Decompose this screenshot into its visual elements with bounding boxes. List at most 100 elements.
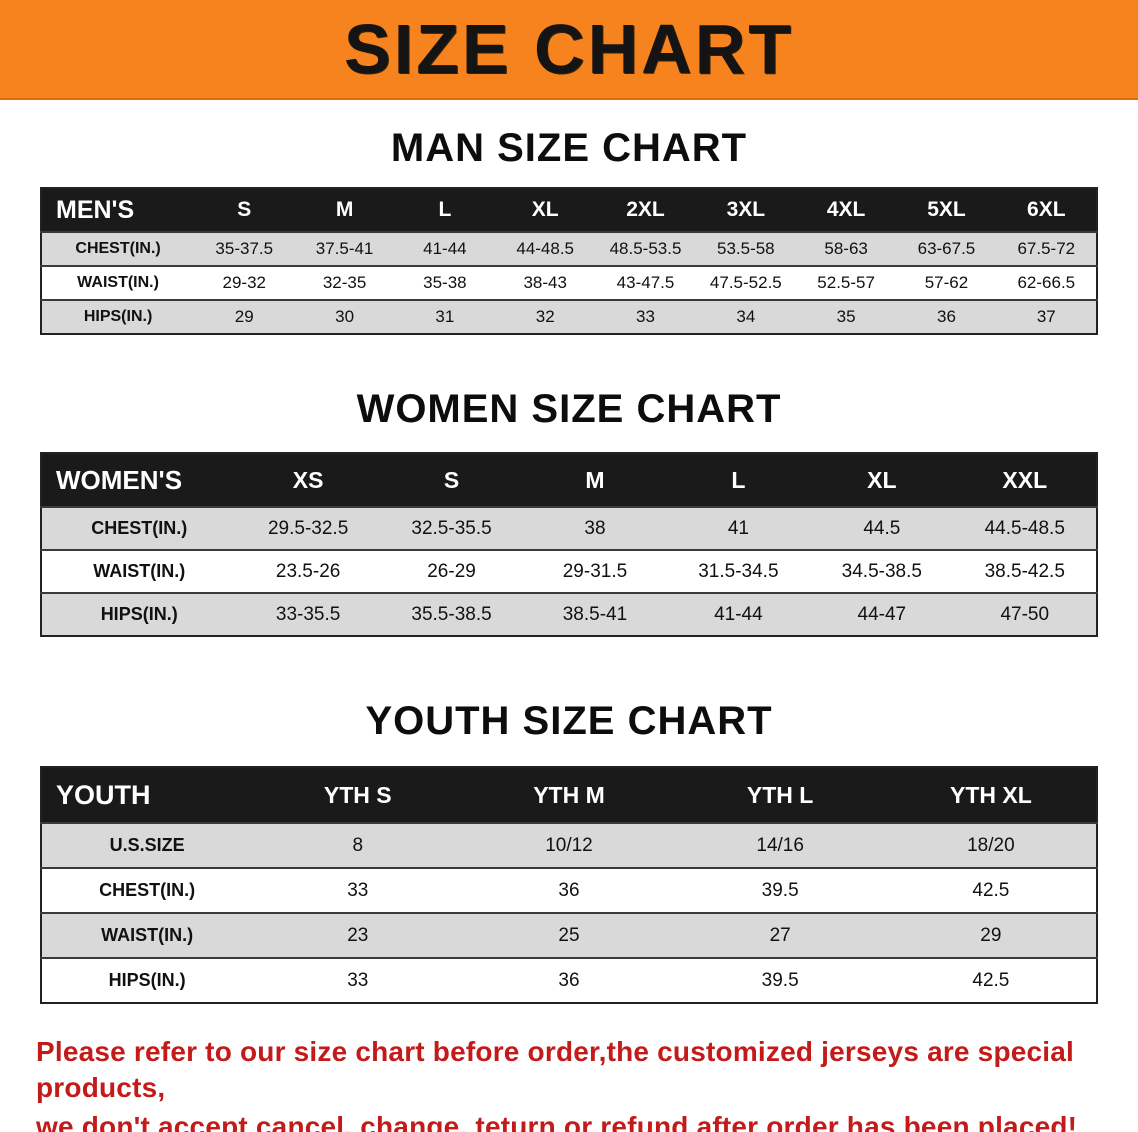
women-section-heading: WOMEN SIZE CHART [356,387,782,431]
size-value-cell: 36 [463,957,675,1003]
size-column-header: YTH L [674,767,886,823]
section-youth: YOUTH SIZE CHART YOUTH YTH S YTH M YTH L YTH… [0,637,1138,1004]
row-label: CHEST(IN.) [41,231,195,266]
size-column-header: YTH S [252,767,464,823]
size-value-cell: 29 [194,299,295,334]
men-size-table-wrap: MEN'S S M L XL 2XL 3XL 4XL 5XL 6XL CHEST(IN.) 35-37… [40,187,1098,335]
size-value-cell: 42.5 [885,867,1097,913]
size-column-header: XL [495,188,596,232]
size-value-cell: 36 [896,299,997,334]
row-label: HIPS(IN.) [41,592,237,636]
table-row: CHEST(IN.) 29.5-32.5 32.5-35.5 38 41 44.5 44.5… [41,506,1097,550]
disclaimer: Please refer to our size chart before or… [0,1034,1138,1132]
size-value-cell: 35 [795,299,897,334]
section-men: MAN SIZE CHART MEN'S S M L XL 2XL 3XL 4XL 5XL 6XL… [0,100,1138,335]
size-value-cell: 35-37.5 [194,231,295,266]
size-column-header: M [523,453,667,507]
banner: SIZE CHART [0,0,1138,100]
size-column-header: 4XL [795,188,897,232]
size-value-cell: 41-44 [666,592,811,636]
table-row: WAIST(IN.) 23.5-26 26-29 29-31.5 31.5-34.5 34… [41,549,1097,593]
row-label: WAIST(IN.) [41,549,237,593]
table-row: HIPS(IN.) 33 36 39.5 42.5 [41,957,1097,1003]
size-column-header: XL [810,453,954,507]
size-column-header: XS [236,453,380,507]
size-value-cell: 62-66.5 [996,265,1097,300]
size-value-cell: 23 [252,912,464,958]
size-value-cell: 63-67.5 [896,231,997,266]
size-column-header: L [666,453,811,507]
size-value-cell: 33 [252,867,464,913]
size-value-cell: 32.5-35.5 [379,506,524,550]
table-row: HIPS(IN.) 29 30 31 32 33 34 35 36 37 [41,299,1097,334]
size-value-cell: 23.5-26 [236,549,380,593]
size-value-cell: 32 [495,299,596,334]
size-column-header: YTH XL [885,767,1097,823]
size-value-cell: 38.5-41 [523,592,667,636]
size-value-cell: 44.5-48.5 [953,506,1097,550]
size-column-header: 5XL [896,188,997,232]
table-row: CHEST(IN.) 35-37.5 37.5-41 41-44 44-48.5 48.5… [41,231,1097,266]
size-value-cell: 42.5 [885,957,1097,1003]
youth-size-table: YOUTH YTH S YTH M YTH L YTH XL U.S.SIZE 8 10/12… [40,766,1098,1004]
row-label: WAIST(IN.) [41,265,195,300]
size-value-cell: 30 [294,299,395,334]
table-row: U.S.SIZE 8 10/12 14/16 18/20 [41,822,1097,868]
size-value-cell: 33-35.5 [236,592,380,636]
size-value-cell: 29-31.5 [523,549,667,593]
size-value-cell: 18/20 [885,822,1097,868]
size-value-cell: 14/16 [674,822,886,868]
size-value-cell: 26-29 [379,549,524,593]
size-value-cell: 35-38 [394,265,496,300]
row-label: U.S.SIZE [41,822,253,868]
row-label: CHEST(IN.) [41,506,237,550]
size-value-cell: 39.5 [674,957,886,1003]
table-row: HIPS(IN.) 33-35.5 35.5-38.5 38.5-41 41-44 44-… [41,592,1097,636]
size-value-cell: 31 [394,299,496,334]
section-women: WOMEN SIZE CHART WOMEN'S XS S M L XL XXL CHEST(… [0,335,1138,637]
womens-size-table: WOMEN'S XS S M L XL XXL CHEST(IN.) 29.5-32.5 32.5… [40,452,1098,637]
size-value-cell: 34.5-38.5 [810,549,954,593]
size-value-cell: 31.5-34.5 [666,549,811,593]
size-value-cell: 29 [885,912,1097,958]
row-label: CHEST(IN.) [41,867,253,913]
size-value-cell: 34 [695,299,796,334]
size-value-cell: 37.5-41 [294,231,395,266]
table-row: WAIST(IN.) 29-32 32-35 35-38 38-43 43-47.5 47.… [41,265,1097,300]
size-value-cell: 41-44 [394,231,496,266]
table-row: CHEST(IN.) 33 36 39.5 42.5 [41,867,1097,913]
size-value-cell: 53.5-58 [695,231,796,266]
size-value-cell: 57-62 [896,265,997,300]
size-value-cell: 36 [463,867,675,913]
table-header-row: YOUTH YTH S YTH M YTH L YTH XL [41,767,1097,823]
size-column-header: 3XL [695,188,796,232]
size-value-cell: 39.5 [674,867,886,913]
size-column-header: L [394,188,496,232]
size-column-header: S [379,453,524,507]
size-column-header: 2XL [595,188,696,232]
size-value-cell: 37 [996,299,1097,334]
table-corner-label: WOMEN'S [41,453,237,507]
size-value-cell: 27 [674,912,886,958]
youth-size-table-wrap: YOUTH YTH S YTH M YTH L YTH XL U.S.SIZE 8 10/12… [40,766,1098,1004]
size-value-cell: 33 [252,957,464,1003]
size-value-cell: 38-43 [495,265,596,300]
size-column-header: XXL [953,453,1097,507]
mens-size-table: MEN'S S M L XL 2XL 3XL 4XL 5XL 6XL CHEST(IN.) 35-37… [40,187,1098,335]
size-column-header: M [294,188,395,232]
table-corner-label: MEN'S [41,188,195,232]
size-value-cell: 47.5-52.5 [695,265,796,300]
men-section-heading: MAN SIZE CHART [390,126,748,170]
size-value-cell: 38 [523,506,667,550]
size-value-cell: 47-50 [953,592,1097,636]
size-value-cell: 8 [252,822,464,868]
size-value-cell: 44-47 [810,592,954,636]
table-row: WAIST(IN.) 23 25 27 29 [41,912,1097,958]
table-header-row: WOMEN'S XS S M L XL XXL [41,453,1097,507]
disclaimer-line-2: we don't accept cancel, change, teturn o… [36,1110,1078,1132]
size-column-header: YTH M [463,767,675,823]
size-value-cell: 29.5-32.5 [236,506,380,550]
size-value-cell: 58-63 [795,231,897,266]
size-value-cell: 32-35 [294,265,395,300]
